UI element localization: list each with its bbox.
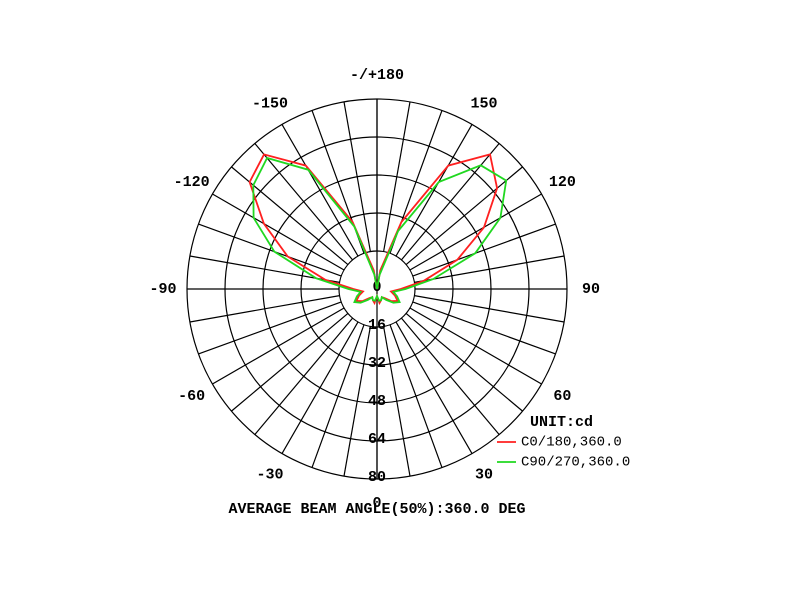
spoke bbox=[189, 295, 340, 323]
spoke bbox=[212, 307, 345, 385]
spoke bbox=[281, 124, 359, 257]
angle-tick-label: -60 bbox=[178, 388, 205, 405]
spoke bbox=[383, 326, 411, 477]
r-tick-label: 48 bbox=[368, 393, 386, 410]
spoke bbox=[412, 301, 556, 355]
legend-label: C90/270,360.0 bbox=[521, 455, 630, 471]
r-tick-label: 64 bbox=[368, 431, 386, 448]
spoke bbox=[409, 193, 542, 271]
angle-tick-label: 150 bbox=[470, 96, 497, 113]
spoke bbox=[389, 324, 443, 468]
r-tick-label: 16 bbox=[368, 317, 386, 334]
spoke bbox=[198, 223, 342, 277]
spoke bbox=[409, 307, 542, 385]
angle-tick-label: -150 bbox=[252, 96, 288, 113]
legend-label: C0/180,360.0 bbox=[521, 435, 622, 451]
angle-tick-label: 0 bbox=[372, 495, 381, 512]
angle-tick-label: 60 bbox=[553, 388, 571, 405]
spoke bbox=[254, 143, 354, 261]
spoke bbox=[383, 101, 411, 252]
angle-tick-label: -90 bbox=[149, 281, 176, 298]
spoke bbox=[343, 101, 371, 252]
spoke bbox=[231, 312, 349, 412]
angle-tick-label: -30 bbox=[256, 466, 283, 483]
spoke bbox=[281, 321, 359, 454]
r-tick-label: 80 bbox=[368, 469, 386, 486]
spoke bbox=[212, 193, 345, 271]
spoke bbox=[400, 317, 500, 435]
r-tick-label: 32 bbox=[368, 355, 386, 372]
spoke bbox=[395, 124, 473, 257]
spoke bbox=[412, 223, 556, 277]
spoke bbox=[198, 301, 342, 355]
unit-label: UNIT:cd bbox=[530, 414, 593, 431]
spoke bbox=[414, 255, 565, 283]
spoke bbox=[405, 312, 523, 412]
spoke bbox=[405, 166, 523, 266]
footer: AVERAGE BEAM ANGLE(50%):360.0 DEG bbox=[228, 501, 525, 518]
angle-tick-label: -120 bbox=[174, 174, 210, 191]
spoke bbox=[414, 295, 565, 323]
angle-tick-label: 30 bbox=[475, 466, 493, 483]
angle-tick-label: -/+180 bbox=[350, 67, 404, 84]
spoke bbox=[254, 317, 354, 435]
spoke bbox=[311, 324, 365, 468]
spoke bbox=[395, 321, 473, 454]
series-line bbox=[252, 156, 508, 304]
angle-tick-label: 120 bbox=[549, 174, 576, 191]
spoke bbox=[400, 143, 500, 261]
angle-tick-label: 90 bbox=[582, 281, 600, 298]
spoke bbox=[343, 326, 371, 477]
